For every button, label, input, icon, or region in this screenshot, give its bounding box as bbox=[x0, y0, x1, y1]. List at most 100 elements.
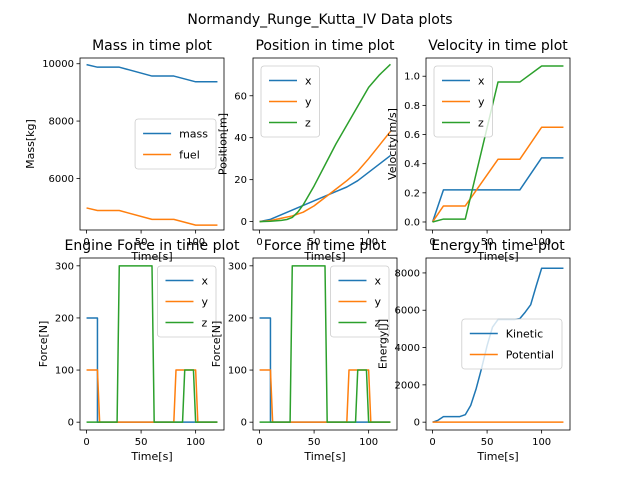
legend-box bbox=[461, 318, 563, 370]
axes-frame bbox=[252, 257, 398, 431]
y-tick-label: 20 bbox=[234, 175, 247, 186]
y-tick-label: 200 bbox=[228, 313, 247, 324]
subplot-mass: 0 50 100 6000 8000 10000 Time[s] Mass[kg] Mass i… bbox=[24, 38, 225, 263]
y-axis-label: Mass[kg] bbox=[24, 119, 37, 169]
series-line-x bbox=[431, 157, 564, 223]
x-axis-label: Time[s] bbox=[130, 450, 172, 463]
legend-label: Potential bbox=[506, 349, 554, 362]
legend-label: Kinetic bbox=[506, 328, 543, 341]
x-tick-label: 50 bbox=[481, 437, 494, 448]
legend-label: fuel bbox=[179, 149, 200, 162]
axes-frame bbox=[79, 57, 225, 231]
legend-label: y bbox=[478, 96, 485, 109]
y-tick-label: 0 bbox=[68, 418, 74, 429]
x-axis-label: Time[s] bbox=[303, 250, 345, 263]
series-group bbox=[431, 65, 564, 223]
series-group bbox=[259, 63, 392, 223]
x-tick-label: 50 bbox=[308, 237, 321, 248]
series-line-z bbox=[86, 265, 218, 423]
x-tick-label: 0 bbox=[256, 237, 262, 248]
y-tick-label: 0.6 bbox=[404, 130, 420, 141]
y-axis-label: Force[N] bbox=[210, 321, 223, 368]
y-tick-label: 0.2 bbox=[404, 188, 420, 199]
legend-label: x bbox=[305, 75, 312, 88]
legend-label: x bbox=[374, 275, 381, 288]
subplot-energy: 0 50 100 0 2000 4000 6000 8000 Time[s] Energy[J] E… bbox=[377, 238, 571, 463]
x-tick-label: 100 bbox=[532, 237, 551, 248]
legend-label: z bbox=[374, 317, 380, 330]
subplot-velocity: 0 50 100 0.0 0.2 0.4 0.6 0.8 1.0 Time[s] Velocity[… bbox=[386, 38, 571, 263]
y-tick-label: 0.8 bbox=[404, 101, 420, 112]
series-line-y bbox=[259, 130, 392, 223]
series-line-y bbox=[86, 369, 218, 423]
subplot-engine_force: 0 50 100 0 100 200 300 Time[s] Force[N] Engine Fo… bbox=[37, 238, 240, 463]
series-line-y bbox=[259, 369, 391, 423]
subplot-title: Mass in time plot bbox=[92, 38, 212, 54]
axes-frame bbox=[425, 57, 571, 231]
x-axis-label: Time[s] bbox=[476, 450, 518, 463]
y-tick-label: 100 bbox=[228, 366, 247, 377]
legend-label: y bbox=[374, 296, 381, 309]
series-line-mass bbox=[86, 63, 218, 83]
x-tick-label: 0 bbox=[83, 437, 89, 448]
y-axis-label: Velocity[m/s] bbox=[386, 108, 399, 180]
figure-title: Normandy_Runge_Kutta_IV Data plots bbox=[187, 12, 452, 28]
subplot-title: Engine Force in time plot bbox=[65, 238, 240, 254]
y-tick-label: 0.4 bbox=[404, 159, 420, 170]
legend-box bbox=[134, 118, 217, 170]
y-tick-label: 6000 bbox=[395, 306, 420, 317]
legend: xyz bbox=[433, 65, 493, 138]
y-tick-label: 300 bbox=[228, 261, 247, 272]
y-tick-label: 100 bbox=[55, 366, 74, 377]
legend: Kinetic Potential bbox=[461, 318, 563, 370]
legend-label: y bbox=[201, 296, 208, 309]
x-axis-label: Time[s] bbox=[130, 250, 172, 263]
y-tick-label: 60 bbox=[234, 91, 247, 102]
x-tick-label: 0 bbox=[256, 437, 262, 448]
legend-label: z bbox=[201, 317, 207, 330]
series-line-z bbox=[432, 65, 564, 223]
x-tick-label: 0 bbox=[429, 437, 435, 448]
legend: xyz bbox=[330, 265, 390, 338]
axes-frame bbox=[425, 257, 571, 431]
x-tick-label: 50 bbox=[481, 237, 494, 248]
y-tick-label: 0 bbox=[241, 418, 247, 429]
x-tick-label: 50 bbox=[135, 237, 148, 248]
series-line-x bbox=[259, 154, 391, 223]
series-line-z bbox=[259, 265, 391, 423]
legend-label: mass bbox=[179, 128, 208, 141]
legend-label: x bbox=[478, 75, 485, 88]
subplot-title: Position in time plot bbox=[255, 38, 395, 54]
legend-label: z bbox=[478, 117, 484, 130]
series-group bbox=[259, 265, 391, 423]
axes-frame bbox=[79, 257, 225, 431]
y-tick-label: 8000 bbox=[49, 117, 74, 128]
axes-frame bbox=[252, 57, 398, 231]
subplot-title: Velocity in time plot bbox=[428, 38, 568, 54]
x-tick-label: 100 bbox=[186, 437, 205, 448]
x-tick-label: 100 bbox=[359, 437, 378, 448]
y-tick-label: 300 bbox=[55, 261, 74, 272]
series-line-fuel bbox=[86, 207, 218, 226]
legend-label: z bbox=[305, 117, 311, 130]
x-tick-label: 100 bbox=[359, 237, 378, 248]
series-group bbox=[86, 265, 218, 423]
x-axis-label: Time[s] bbox=[476, 250, 518, 263]
x-tick-label: 100 bbox=[532, 437, 551, 448]
legend: xyz bbox=[157, 265, 217, 338]
legend-label: x bbox=[201, 275, 208, 288]
legend: mass fuel bbox=[134, 118, 217, 170]
y-tick-label: 0.0 bbox=[404, 217, 420, 228]
subplot-force: 0 50 100 0 100 200 300 Time[s] Force[N] Force in … bbox=[210, 238, 398, 463]
y-tick-label: 2000 bbox=[395, 380, 420, 391]
x-tick-label: 0 bbox=[83, 237, 89, 248]
legend: xyz bbox=[260, 65, 320, 138]
x-tick-label: 0 bbox=[429, 237, 435, 248]
y-tick-label: 1.0 bbox=[404, 72, 420, 83]
y-tick-label: 200 bbox=[55, 313, 74, 324]
y-tick-label: 8000 bbox=[395, 268, 420, 279]
series-line-y bbox=[431, 126, 564, 223]
y-tick-label: 0 bbox=[414, 418, 420, 429]
